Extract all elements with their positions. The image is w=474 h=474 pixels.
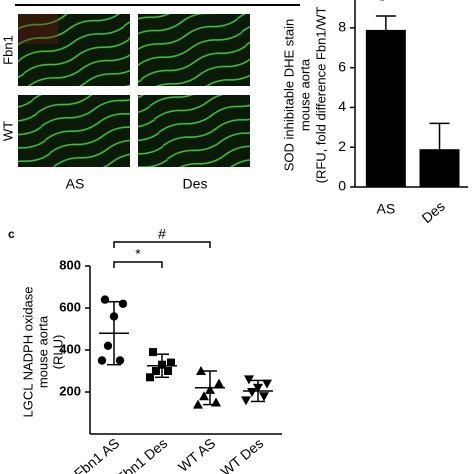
micrograph-fibers — [138, 95, 250, 167]
row-label: WT — [0, 121, 15, 141]
data-point — [253, 383, 263, 393]
y-tick-label: 400 — [59, 341, 81, 356]
data-point — [115, 356, 125, 365]
data-point — [97, 356, 107, 365]
data-point — [199, 391, 209, 401]
y-tick-label: 4 — [338, 98, 346, 114]
comparison-bracket — [113, 261, 163, 268]
significance: # — [158, 226, 166, 242]
data-point — [211, 397, 221, 407]
significance: * — [379, 0, 384, 8]
data-point — [158, 360, 166, 369]
data-point — [241, 396, 251, 406]
data-point — [152, 367, 160, 375]
x-tick-label: Des — [418, 198, 447, 226]
data-point — [193, 399, 203, 409]
micrograph-grid — [18, 14, 250, 167]
data-point — [262, 379, 272, 389]
micrograph-fibers — [138, 14, 250, 86]
y-axis-label: mouse aorta — [297, 58, 312, 131]
y-tick-label: 8 — [338, 19, 346, 35]
bar — [419, 149, 460, 187]
x-tick-label: WT Des — [217, 435, 266, 474]
y-tick-label: 800 — [59, 257, 81, 272]
micrograph-fibers — [18, 95, 130, 167]
data-point — [109, 312, 119, 321]
data-point — [247, 388, 257, 397]
micrograph-red — [18, 14, 58, 44]
y-tick-label: 6 — [338, 58, 346, 74]
y-tick-label: 2 — [338, 138, 346, 154]
y-axis-label: LGCL NADPH oxidase — [20, 286, 35, 417]
y-axis-label: (RFU, fold difference Fbn1/WT — [313, 7, 328, 184]
x-tick-label: WT AS — [175, 435, 218, 474]
data-point — [259, 392, 269, 402]
x-tick-label: Fbn1 Des — [114, 435, 171, 474]
data-point — [164, 367, 172, 375]
row-label: Fbn1 — [0, 35, 15, 65]
comparison-bracket — [113, 241, 211, 248]
data-point — [146, 373, 154, 382]
data-point — [205, 384, 215, 394]
data-point — [167, 358, 175, 367]
data-point — [118, 299, 128, 308]
column-label: AS — [66, 176, 85, 192]
y-tick-label: 600 — [59, 299, 81, 314]
data-point — [149, 348, 157, 357]
y-tick-label: 0 — [338, 178, 346, 194]
significance: * — [135, 246, 141, 262]
data-point — [244, 375, 254, 385]
x-tick-label: Fbn1 AS — [71, 435, 122, 474]
column-label: Des — [183, 176, 208, 192]
y-tick-label: 200 — [59, 383, 81, 398]
y-axis-label: (RLU) — [50, 335, 65, 370]
bar — [365, 29, 406, 187]
y-axis-label: SOD inhibitable DHE stain — [281, 19, 296, 171]
data-point — [100, 295, 110, 304]
data-point — [103, 341, 113, 350]
data-point — [196, 366, 206, 375]
panel-label: c — [8, 227, 15, 241]
micrograph-fibers — [18, 14, 130, 86]
data-point — [214, 378, 224, 388]
x-tick-label: AS — [376, 201, 395, 217]
y-axis-label: mouse aorta — [35, 315, 50, 388]
